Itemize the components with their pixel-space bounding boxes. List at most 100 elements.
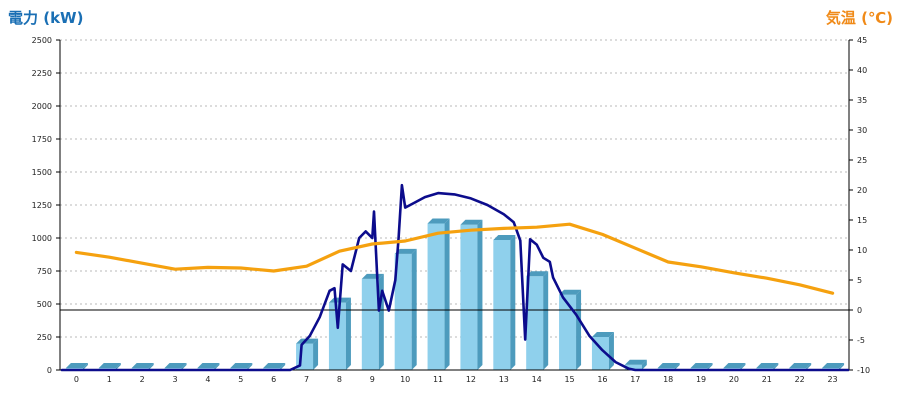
bar-top	[690, 363, 713, 369]
bar-top	[65, 363, 88, 369]
bar-series	[65, 218, 845, 370]
bar-top	[98, 363, 121, 369]
bar-top	[789, 363, 812, 369]
right-tick-label: -10	[857, 366, 870, 375]
right-axis-title: 気温 (℃)	[826, 9, 893, 27]
bar-9	[361, 273, 384, 370]
x-tick-label: 11	[433, 375, 443, 384]
x-tick-label: 9	[370, 375, 375, 384]
bar-top	[427, 218, 450, 224]
bar-side	[543, 271, 549, 370]
right-tick-label: 20	[857, 186, 867, 195]
left-axis-title: 電力 (kW)	[8, 9, 83, 27]
line-series	[60, 183, 850, 372]
bar-side	[181, 363, 187, 370]
x-tick-label: 21	[762, 375, 772, 384]
left-tick-label: 1000	[32, 234, 52, 243]
left-tick-label: 750	[37, 267, 52, 276]
x-tick-label: 15	[564, 375, 574, 384]
x-tick-label: 7	[304, 375, 309, 384]
bar-top	[822, 363, 845, 369]
bar-14	[526, 271, 549, 370]
right-tick-label: -5	[857, 336, 865, 345]
x-tick-label: 17	[630, 375, 640, 384]
bar-side	[313, 338, 319, 370]
right-tick-label: 10	[857, 246, 867, 255]
bar-front	[328, 302, 346, 370]
x-tick-label: 8	[337, 375, 342, 384]
left-tick-label: 250	[37, 333, 52, 342]
x-tick-label: 1	[107, 375, 112, 384]
x-tick-label: 22	[795, 375, 805, 384]
x-tick-label: 6	[271, 375, 276, 384]
bar-top	[164, 363, 187, 369]
bar-top	[296, 338, 319, 344]
bar-side	[608, 332, 614, 370]
x-tick-label: 20	[729, 375, 739, 384]
x-tick-label: 16	[597, 375, 607, 384]
right-tick-label: 45	[857, 36, 867, 45]
bar-top	[723, 363, 746, 369]
bar-front	[427, 223, 445, 370]
temperature-line	[74, 222, 835, 295]
x-tick-label: 18	[663, 375, 673, 384]
bar-top	[263, 363, 286, 369]
bar-top	[394, 248, 417, 254]
right-tick-label: 5	[857, 276, 862, 285]
left-tick-label: 0	[47, 366, 52, 375]
left-tick-label: 1500	[32, 168, 52, 177]
bar-side	[576, 289, 582, 370]
bar-side	[773, 363, 779, 370]
bar-top	[230, 363, 253, 369]
bar-top	[131, 363, 154, 369]
bar-side	[510, 234, 516, 370]
right-tick-label: 30	[857, 126, 867, 135]
bar-front	[493, 239, 511, 370]
bar-front	[460, 224, 478, 370]
bar-side	[82, 363, 88, 370]
left-tick-label: 500	[37, 300, 52, 309]
bar-side	[641, 359, 647, 370]
bar-17	[624, 359, 647, 370]
x-tick-label: 10	[400, 375, 410, 384]
power-line	[60, 183, 850, 372]
x-tick-label: 4	[205, 375, 210, 384]
x-tick-label: 23	[827, 375, 837, 384]
bar-8	[328, 297, 351, 370]
x-tick-label: 2	[140, 375, 145, 384]
left-tick-label: 2250	[32, 69, 52, 78]
bar-side	[214, 363, 220, 370]
bar-front	[361, 278, 379, 370]
left-tick-label: 2000	[32, 102, 52, 111]
bar-front	[624, 364, 642, 370]
bar-side	[148, 363, 154, 370]
bar-top	[559, 289, 582, 295]
right-tick-label: 15	[857, 216, 867, 225]
x-tick-label: 5	[238, 375, 243, 384]
bar-15	[559, 289, 582, 370]
gridlines	[60, 39, 849, 338]
bar-top	[657, 363, 680, 369]
right-tick-label: 35	[857, 96, 867, 105]
bar-13	[493, 234, 516, 370]
bar-side	[280, 363, 286, 370]
bar-side	[839, 363, 845, 370]
bar-front	[559, 294, 577, 370]
bar-side	[707, 363, 713, 370]
x-tick-label: 13	[499, 375, 509, 384]
right-tick-label: 0	[857, 306, 862, 315]
bar-top	[756, 363, 779, 369]
bar-top	[460, 219, 483, 225]
bar-top	[591, 332, 614, 337]
bar-side	[674, 363, 680, 370]
tick-labels: 02505007501000125015001750200022502500-1…	[32, 36, 870, 384]
bar-side	[411, 248, 417, 370]
x-tick-label: 19	[696, 375, 706, 384]
x-tick-label: 12	[466, 375, 476, 384]
x-tick-label: 14	[532, 375, 542, 384]
left-tick-label: 1750	[32, 135, 52, 144]
bar-11	[427, 218, 450, 370]
bar-side	[477, 219, 483, 370]
right-tick-label: 40	[857, 66, 867, 75]
